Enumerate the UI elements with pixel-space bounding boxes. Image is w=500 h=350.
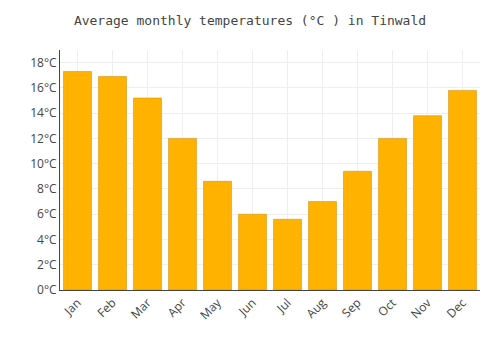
svg-text:18°C: 18°C (30, 54, 57, 71)
svg-text:Aug: Aug (302, 294, 330, 322)
svg-text:May: May (196, 294, 225, 323)
svg-text:Jan: Jan (60, 294, 85, 319)
svg-text:8°C: 8°C (37, 180, 57, 197)
svg-text:Jul: Jul (272, 294, 294, 316)
svg-text:Feb: Feb (93, 294, 119, 320)
svg-text:Sep: Sep (338, 294, 365, 321)
svg-text:10°C: 10°C (30, 155, 57, 172)
svg-text:2°C: 2°C (37, 256, 57, 273)
svg-text:Jun: Jun (234, 294, 259, 319)
svg-text:0°C: 0°C (37, 281, 57, 298)
svg-text:Nov: Nov (407, 294, 435, 322)
svg-text:6°C: 6°C (37, 205, 57, 222)
svg-text:Oct: Oct (374, 294, 400, 320)
svg-text:14°C: 14°C (30, 104, 57, 121)
svg-text:Mar: Mar (127, 294, 155, 322)
svg-text:16°C: 16°C (30, 79, 57, 96)
svg-text:Average monthly temperatures (: Average monthly temperatures (°C ) in Ti… (74, 13, 426, 28)
svg-text:Dec: Dec (443, 294, 470, 321)
svg-text:12°C: 12°C (30, 130, 57, 147)
svg-text:Apr: Apr (164, 294, 190, 320)
svg-text:4°C: 4°C (37, 231, 57, 248)
